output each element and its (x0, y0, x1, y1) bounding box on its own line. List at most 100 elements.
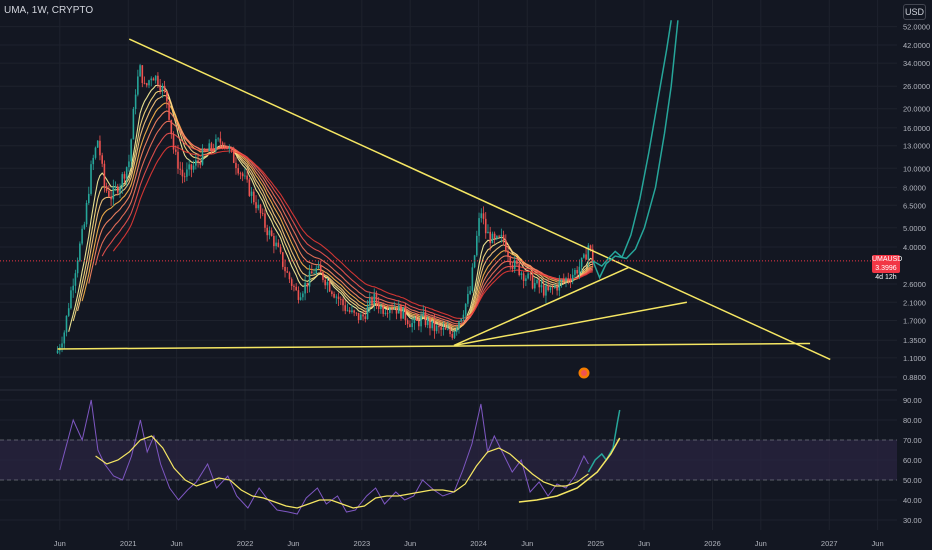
candle-body (125, 167, 128, 179)
price-tick-label: 6.5000 (903, 201, 926, 210)
candle-body (170, 119, 173, 135)
candle-body (337, 296, 340, 300)
candle-body (558, 281, 561, 291)
price-tick-label: 42.0000 (903, 41, 930, 50)
candle-body (406, 320, 409, 325)
time-tick-label: Jun (638, 539, 650, 548)
candle-body (355, 312, 358, 314)
candle-body (72, 285, 74, 291)
candle-body (310, 271, 313, 274)
candle-body (221, 142, 224, 146)
candle-body (179, 168, 182, 170)
candle-body (203, 149, 206, 151)
candle-body (108, 190, 110, 197)
candle-body (101, 155, 103, 164)
candle-body (516, 260, 518, 265)
rsi-axis[interactable]: 90.00 80.00 70.00 60.00 50.00 40.00 30.00 (903, 396, 922, 525)
candle-body (70, 290, 72, 309)
candle-body (143, 82, 146, 84)
candle-body (297, 290, 300, 300)
rsi-tick-label: 90.00 (903, 396, 922, 405)
candle-body (462, 314, 465, 319)
candle-body (319, 265, 322, 272)
candle-body (511, 264, 514, 269)
candle-body (132, 108, 135, 140)
candle-body (467, 293, 469, 304)
candle-body (496, 235, 498, 239)
candle-body (65, 315, 68, 333)
candle-body (375, 293, 378, 304)
candle-body (567, 278, 570, 281)
candle-body (273, 235, 275, 247)
price-tick-label: 10.0000 (903, 164, 930, 173)
candle-body (529, 273, 532, 275)
ema-line (72, 89, 593, 331)
candle-body (362, 314, 364, 317)
projection-lower (592, 20, 679, 280)
candle-body (469, 290, 471, 294)
time-tick-label: 2026 (704, 539, 721, 548)
candle-body (166, 91, 168, 102)
candle-body (288, 272, 291, 280)
time-axis[interactable]: Jun 2021 Jun 2022 Jun 2023 Jun 2024 Jun 2025 Jun 20… (54, 539, 884, 548)
candle-body (148, 80, 150, 86)
candle-body (61, 343, 63, 348)
rsi-support-curve (518, 437, 621, 503)
candle-body (112, 186, 115, 200)
candle-body (141, 65, 144, 83)
candle-body (382, 305, 384, 314)
price-tick-label: 52.0000 (903, 23, 930, 32)
candle-body (110, 196, 112, 200)
currency-button[interactable]: USD (903, 4, 926, 20)
candle-body (157, 75, 159, 85)
candle-body (232, 149, 235, 163)
candle-body (453, 331, 456, 338)
candle-body (293, 285, 295, 287)
price-tick-label: 20.0000 (903, 105, 930, 114)
time-tick-label: Jun (521, 539, 533, 548)
candle-body (67, 308, 70, 316)
time-tick-label: 2025 (587, 539, 604, 548)
candle-body (215, 139, 217, 150)
price-axis[interactable]: 52.0000 42.0000 34.0000 26.0000 20.0000 16.00… (903, 23, 930, 382)
price-tick-label: 2.6000 (903, 280, 926, 289)
time-tick-label: Jun (171, 539, 183, 548)
candle-body (513, 260, 516, 269)
candle-body (576, 269, 578, 274)
candle-body (368, 298, 371, 306)
projection-paths[interactable] (592, 20, 679, 280)
candle-body (105, 186, 108, 191)
candle-body (183, 176, 186, 178)
trendlines[interactable] (57, 38, 831, 361)
candle-body (424, 312, 427, 326)
candle-body (137, 76, 139, 95)
candle-body (188, 164, 190, 170)
time-tick-label: 2027 (821, 539, 838, 548)
candle-body (257, 204, 260, 209)
candle-body (360, 314, 362, 320)
candle-body (174, 149, 177, 152)
event-marker-icon[interactable] (577, 366, 591, 380)
price-tick-label: 0.8800 (903, 373, 926, 382)
candle-body (578, 266, 581, 274)
candle-body (542, 285, 545, 296)
candle-body (282, 252, 284, 267)
candle-body (308, 271, 311, 287)
candle-body (286, 271, 289, 273)
price-tick-label: 1.1000 (903, 354, 926, 363)
candle-body (295, 286, 297, 291)
rsi-tick-label: 30.00 (903, 516, 922, 525)
candle-body (580, 257, 583, 267)
candle-body (92, 157, 95, 165)
candle-body (522, 273, 525, 281)
candle-body (366, 305, 369, 320)
candle-body (134, 94, 137, 109)
last-price-countdown: 4d 12h (875, 274, 897, 281)
rsi-line (59, 399, 589, 515)
candle-body (190, 164, 193, 170)
candle-body (302, 293, 304, 298)
price-tick-label: 2.1000 (903, 298, 926, 307)
price-tick-label: 26.0000 (903, 82, 930, 91)
candle-body (83, 224, 86, 229)
